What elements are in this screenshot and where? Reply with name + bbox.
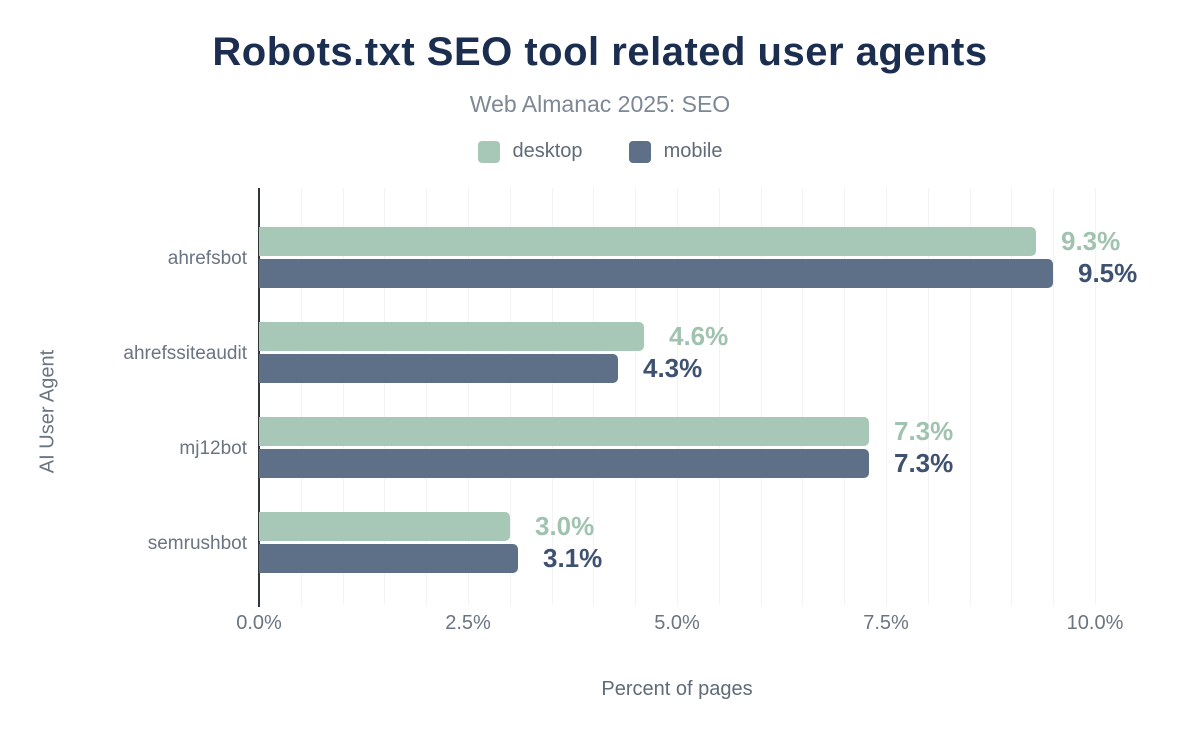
gridline bbox=[1095, 188, 1096, 605]
gridline bbox=[468, 188, 469, 605]
bar-desktop-ahrefsbot bbox=[259, 227, 1036, 256]
x-tick-10.0%: 10.0% bbox=[1066, 612, 1124, 634]
bar-mobile-mj12bot bbox=[259, 449, 869, 478]
chart-title: Robots.txt SEO tool related user agents bbox=[212, 30, 988, 74]
legend-item-mobile[interactable]: mobile bbox=[628, 140, 723, 163]
legend: desktop mobile bbox=[0, 140, 1200, 163]
x-tick-5.0%: 5.0% bbox=[654, 612, 700, 634]
gridline bbox=[677, 188, 678, 605]
x-tick-0.0%: 0.0% bbox=[236, 612, 282, 634]
value-label-desktop-mj12bot: 7.3% bbox=[894, 416, 954, 446]
bar-mobile-ahrefssiteaudit bbox=[259, 354, 618, 383]
x-tick-7.5%: 7.5% bbox=[863, 612, 909, 634]
gridline bbox=[928, 188, 929, 605]
gridline bbox=[719, 188, 720, 605]
category-label-ahrefsbot: ahrefsbot bbox=[167, 248, 247, 269]
value-label-mobile-semrushbot: 3.1% bbox=[543, 543, 603, 573]
value-label-desktop-ahrefssiteaudit: 4.6% bbox=[669, 321, 729, 351]
bar-desktop-ahrefssiteaudit bbox=[259, 322, 644, 351]
value-label-mobile-ahrefssiteaudit: 4.3% bbox=[643, 353, 703, 383]
category-label-mj12bot: mj12bot bbox=[179, 438, 247, 459]
gridline bbox=[384, 188, 385, 605]
plot-area: 9.3% 9.5% 4.6% 4.3% 7.3% 7.3% 3.0% 3.1% bbox=[258, 188, 1137, 607]
legend-swatch-desktop bbox=[477, 140, 500, 163]
legend-item-desktop[interactable]: desktop bbox=[477, 140, 583, 163]
gridline bbox=[510, 188, 511, 605]
category-label-ahrefssiteaudit: ahrefssiteaudit bbox=[123, 343, 247, 364]
value-label-mobile-mj12bot: 7.3% bbox=[894, 448, 954, 478]
gridline bbox=[802, 188, 803, 605]
gridline bbox=[844, 188, 845, 605]
gridline bbox=[886, 188, 887, 605]
chart-subtitle: Web Almanac 2025: SEO bbox=[469, 91, 731, 117]
bar-mobile-semrushbot bbox=[259, 544, 518, 573]
legend-label: desktop bbox=[512, 140, 583, 162]
gridline bbox=[970, 188, 971, 605]
gridline bbox=[343, 188, 344, 605]
gridline bbox=[301, 188, 302, 605]
x-axis-title: Percent of pages bbox=[601, 678, 753, 700]
gridline bbox=[593, 188, 594, 605]
category-label-semrushbot: semrushbot bbox=[147, 533, 247, 554]
legend-swatch-mobile bbox=[628, 140, 651, 163]
bar-desktop-semrushbot bbox=[259, 512, 510, 541]
gridline bbox=[1011, 188, 1012, 605]
gridline bbox=[761, 188, 762, 605]
gridline bbox=[552, 188, 553, 605]
bar-mobile-ahrefsbot bbox=[259, 259, 1053, 288]
gridline bbox=[635, 188, 636, 605]
gridline bbox=[426, 188, 427, 605]
value-label-desktop-ahrefsbot: 9.3% bbox=[1061, 226, 1121, 256]
value-label-mobile-ahrefsbot: 9.5% bbox=[1078, 258, 1138, 288]
value-label-desktop-semrushbot: 3.0% bbox=[535, 511, 595, 541]
y-axis-line bbox=[258, 188, 260, 607]
x-tick-2.5%: 2.5% bbox=[445, 612, 491, 634]
gridline bbox=[1053, 188, 1054, 605]
bar-desktop-mj12bot bbox=[259, 417, 869, 446]
legend-label: mobile bbox=[663, 140, 723, 162]
